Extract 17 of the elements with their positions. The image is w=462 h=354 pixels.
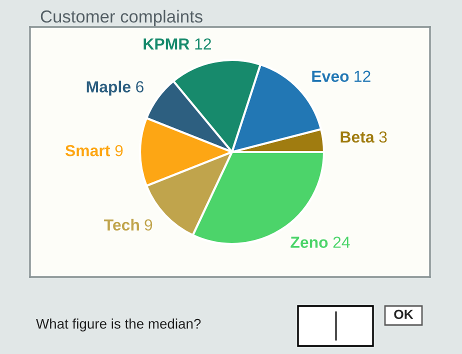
data-label: 12 — [354, 70, 370, 82]
slice-label: Maple — [86, 80, 131, 96]
data-label: 12 — [195, 38, 211, 50]
slice-label: Beta — [340, 132, 374, 143]
text: OK — [394, 310, 414, 320]
chart-title: Customer complaints — [40, 10, 202, 26]
data-label: 9 — [115, 144, 123, 156]
data-label: 3 — [379, 131, 387, 143]
slice-label: Eveo — [312, 70, 349, 82]
slice-label: Smart — [65, 144, 110, 156]
data-label: 9 — [144, 219, 152, 231]
text: What figure is the median? — [36, 318, 201, 332]
slice-label: KPMR — [144, 38, 190, 50]
data-label: 24 — [333, 236, 350, 248]
slice-label: Tech — [104, 218, 139, 231]
slice-label: Zeno — [290, 236, 328, 248]
data-label: 6 — [136, 81, 144, 92]
